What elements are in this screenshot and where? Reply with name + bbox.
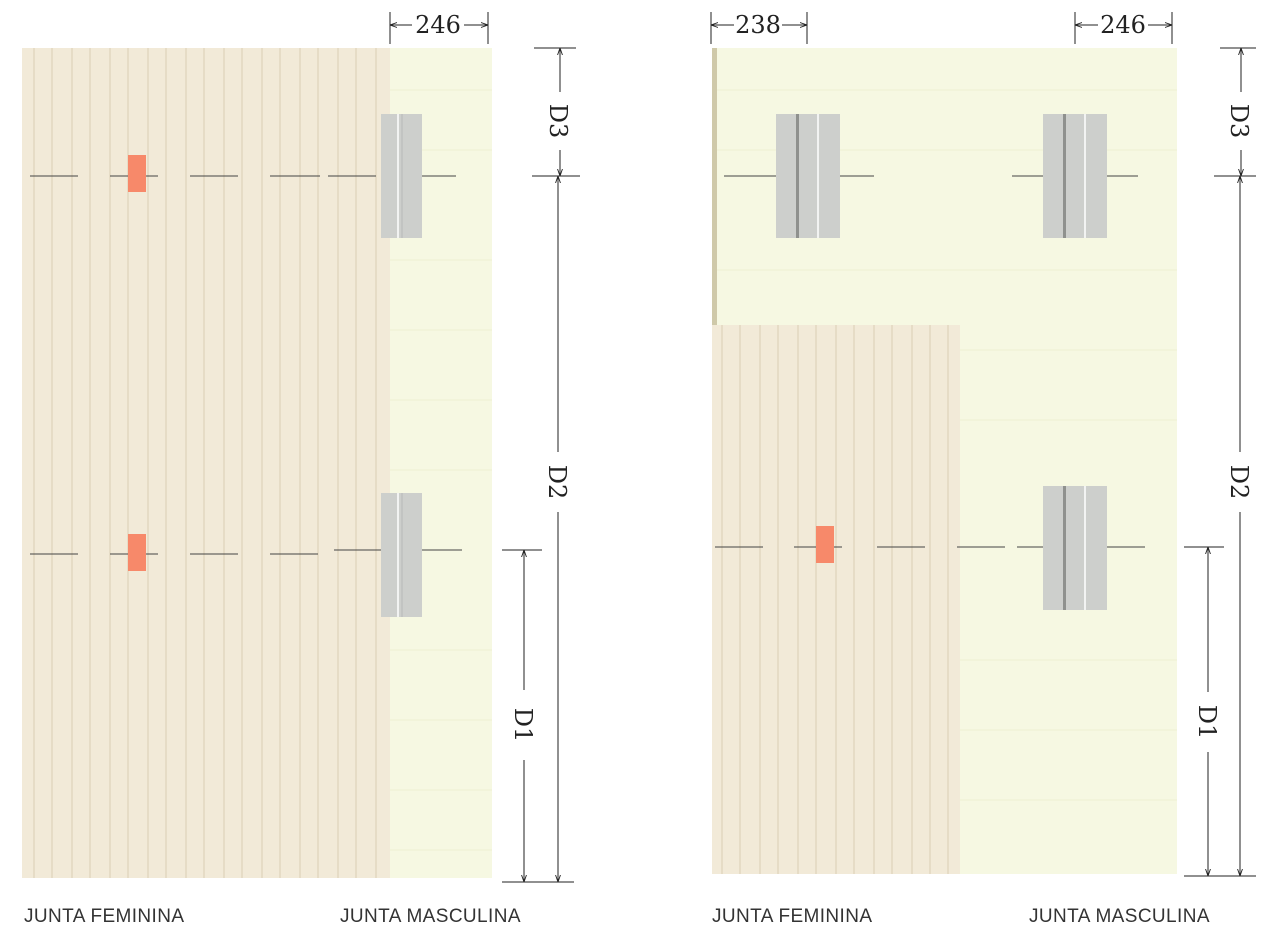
- left-upper-grey-joint: [381, 114, 422, 238]
- left-top-dimension-value: 246: [415, 11, 461, 39]
- right-panel-edge: [712, 48, 717, 325]
- right-lower-row: [715, 486, 1145, 610]
- right-d3-label: D3: [1225, 104, 1253, 139]
- right-panel-stripes: [721, 325, 949, 874]
- left-d3-label: D3: [544, 104, 572, 139]
- right-lower-orange-marker: [816, 526, 834, 563]
- left-d1-label: D1: [509, 708, 537, 743]
- left-lower-grey-joint: [381, 493, 422, 617]
- right-top-dimension-left: 238: [710, 11, 808, 44]
- left-female-panel: [22, 48, 390, 878]
- right-caption-male: JUNTA MASCULINA: [1029, 906, 1210, 927]
- left-lower-orange-marker: [128, 534, 146, 571]
- right-upper-grey-joint-2: [1043, 114, 1107, 238]
- left-d2-label: D2: [543, 465, 571, 500]
- right-top-dimension-right-value: 246: [1100, 11, 1146, 39]
- left-lower-dash-lines: [30, 549, 462, 555]
- left-lower-row: [30, 493, 462, 617]
- left-caption-female: JUNTA FEMININA: [24, 906, 184, 927]
- right-top-dimension-right: 246: [1074, 11, 1173, 44]
- right-d2-label: D2: [1225, 465, 1253, 500]
- left-caption-male: JUNTA MASCULINA: [340, 906, 521, 927]
- right-vertical-dimensions: [1184, 47, 1256, 877]
- left-top-dimension: 246: [389, 11, 489, 44]
- right-lower-grey-joint: [1043, 486, 1107, 610]
- right-caption-female: JUNTA FEMININA: [712, 906, 872, 927]
- right-top-dimension-left-value: 238: [735, 11, 781, 39]
- left-upper-row: [30, 114, 456, 238]
- right-d1-label: D1: [1193, 705, 1221, 740]
- left-diagram: 246 D3 D2 D1 JUNTA FEMININA JUNTA MASCUL…: [22, 11, 580, 927]
- left-upper-orange-marker: [128, 155, 146, 192]
- right-diagram: 238 246 D3 D2 D1 JUNTA: [710, 11, 1256, 927]
- left-vertical-dimensions: [502, 47, 580, 883]
- right-upper-grey-joint-1: [776, 114, 840, 238]
- right-upper-row: [724, 114, 1138, 238]
- left-panel-stripes: [33, 48, 377, 878]
